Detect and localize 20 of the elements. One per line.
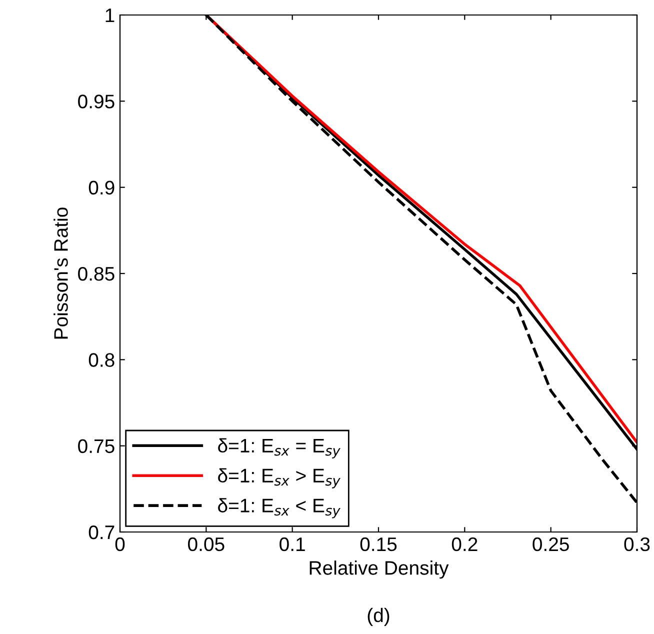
y-tick-label: 0.8: [88, 353, 114, 367]
y-tick-label: 0.95: [78, 94, 114, 108]
y-tick-label: 0.75: [78, 439, 114, 454]
y-tick-label: 0.9: [88, 180, 114, 195]
x-tick-label: 0.1: [280, 537, 305, 552]
legend-label: δ=1: E$_{sx}$ = E$_{sy}$: [218, 438, 340, 458]
x-tick-label: 0.2: [452, 537, 478, 552]
x-tick-label: 0: [115, 537, 125, 552]
x-tick-label: 0.15: [360, 537, 397, 552]
x-tick-label: 0.05: [188, 537, 224, 552]
legend-label: δ=1: E$_{sx}$ < E$_{sy}$: [218, 498, 340, 518]
text: (d): [368, 608, 390, 626]
y-axis-title: Poisson's Ratio: [54, 208, 68, 339]
x-tick-label: 0.3: [624, 537, 650, 552]
legend-label: δ=1: E$_{sx}$ > E$_{sy}$: [218, 468, 340, 488]
y-tick-label: 0.85: [78, 266, 114, 281]
x-axis-title: Relative Density: [310, 560, 449, 579]
y-tick-label: 0.7: [88, 525, 114, 540]
y-tick-label: 1: [106, 8, 114, 22]
x-tick-label: 0.25: [532, 537, 569, 552]
